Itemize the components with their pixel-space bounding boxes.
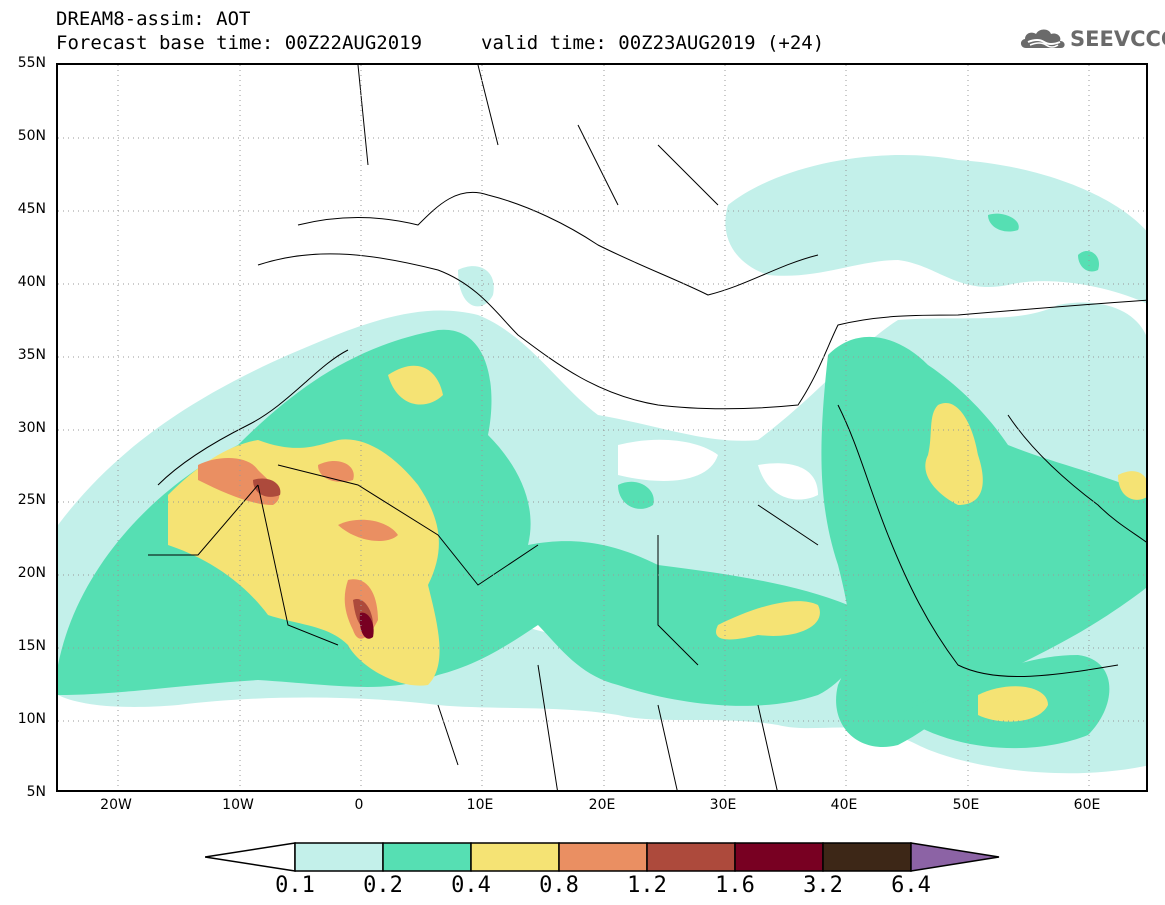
colorbar-segment-3-2 (822, 842, 912, 872)
colorbar-label-6-4: 6.4 (891, 873, 931, 898)
colorbar-segment-0-8 (558, 842, 648, 872)
lon-label-40e: 40E (830, 797, 858, 813)
lat-label-40n: 40N (17, 274, 46, 290)
lat-label-25n: 25N (17, 492, 46, 508)
lon-label-30e: 30E (709, 797, 737, 813)
lat-label-5n: 5N (26, 784, 46, 800)
colorbar-segment-1-2 (646, 842, 736, 872)
colorbar-label-0-8: 0.8 (539, 873, 579, 898)
lat-label-55n: 55N (17, 55, 46, 71)
colorbar-segment-0-4 (470, 842, 560, 872)
colorbar-segment-below (205, 842, 296, 872)
colorbar-segment-above (910, 842, 1000, 872)
lat-label-30n: 30N (17, 420, 46, 436)
time-info: Forecast base time: 00Z22AUG2019 valid t… (56, 32, 824, 98)
coastlines (148, 65, 1146, 790)
lon-label-20e: 20E (588, 797, 616, 813)
colorbar (205, 842, 1000, 872)
lon-label-0: 0 (354, 797, 364, 813)
lat-label-35n: 35N (17, 347, 46, 363)
colorbar-label-0-1: 0.1 (275, 873, 315, 898)
gridlines (58, 65, 1146, 790)
aot-map (56, 63, 1148, 792)
lon-label-10w: 10W (222, 797, 254, 813)
lat-label-45n: 45N (17, 201, 46, 217)
logo-text: SEEVCCC (1070, 27, 1165, 51)
colorbar-segment-0-2 (382, 842, 472, 872)
aot-level-1-6 (359, 612, 374, 639)
map-title: DREAM8-assim: AOT (56, 8, 251, 30)
seevccc-logo: SEEVCCC (1018, 26, 1165, 52)
lon-label-10e: 10E (466, 797, 494, 813)
colorbar-label-3-2: 3.2 (803, 873, 843, 898)
colorbar-label-0-4: 0.4 (451, 873, 491, 898)
lat-label-15n: 15N (17, 638, 46, 654)
colorbar-segment-0-1 (294, 842, 384, 872)
lon-label-60e: 60E (1073, 797, 1101, 813)
cloud-icon (1020, 29, 1065, 48)
lat-label-20n: 20N (17, 565, 46, 581)
map-canvas (58, 65, 1146, 790)
lat-label-10n: 10N (17, 711, 46, 727)
colorbar-label-1-6: 1.6 (715, 873, 755, 898)
forecast-base-time: Forecast base time: 00Z22AUG2019 (56, 32, 423, 54)
lon-label-20w: 20W (100, 797, 132, 813)
valid-time: valid time: 00Z23AUG2019 (+24) (481, 32, 825, 54)
colorbar-segment-1-6 (734, 842, 824, 872)
colorbar-label-1-2: 1.2 (627, 873, 667, 898)
lon-label-50e: 50E (952, 797, 980, 813)
lat-label-50n: 50N (17, 128, 46, 144)
colorbar-label-0-2: 0.2 (363, 873, 403, 898)
